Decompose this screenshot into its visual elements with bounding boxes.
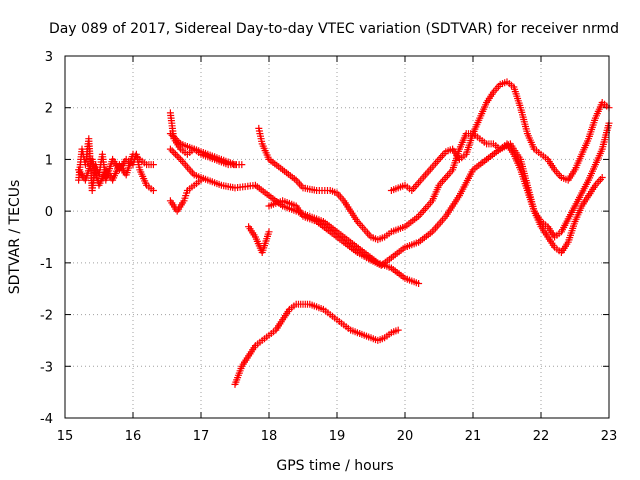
series-arc-7: [245, 223, 273, 256]
grid-lines: [65, 56, 609, 418]
x-tick-label: 15: [57, 429, 74, 444]
data-point-markers: [387, 78, 613, 194]
series-arc-6: [166, 176, 205, 215]
y-axis-label: SDTVAR / TECUs: [7, 180, 23, 295]
y-tick-label: 2: [45, 102, 53, 117]
series-arc-11: [387, 78, 613, 194]
data-point-markers: [231, 300, 402, 388]
y-tick-label: 3: [45, 50, 53, 65]
data-point-markers: [75, 150, 157, 189]
x-tick-label: 17: [193, 429, 210, 444]
series-arc-10: [231, 300, 402, 388]
x-axis-label: GPS time / hours: [276, 458, 393, 474]
data-point-markers: [245, 223, 273, 256]
series-arc-9: [265, 119, 613, 269]
x-tick-label: 23: [601, 429, 618, 444]
y-tick-label: -1: [40, 257, 53, 272]
data-point-markers: [166, 176, 205, 215]
y-tick-label: -4: [40, 412, 53, 427]
data-point-markers: [166, 130, 239, 169]
chart-title: Day 089 of 2017, Sidereal Day-to-day VTE…: [49, 21, 619, 37]
data-points: [75, 78, 613, 388]
x-tick-label: 20: [397, 429, 414, 444]
x-tick-label: 19: [329, 429, 346, 444]
data-point-markers: [265, 119, 613, 269]
x-tick-label: 16: [125, 429, 142, 444]
x-tick-label: 18: [261, 429, 278, 444]
x-tick-label: 22: [533, 429, 550, 444]
plot-frame: [64, 55, 610, 419]
y-tick-label: -2: [40, 309, 53, 324]
series-arc-4: [166, 130, 239, 169]
series-arc-2: [75, 150, 157, 189]
y-tick-label: 0: [45, 205, 53, 220]
x-tick-label: 21: [465, 429, 482, 444]
y-tick-label: -3: [40, 360, 53, 375]
y-tick-label: 1: [45, 153, 53, 168]
